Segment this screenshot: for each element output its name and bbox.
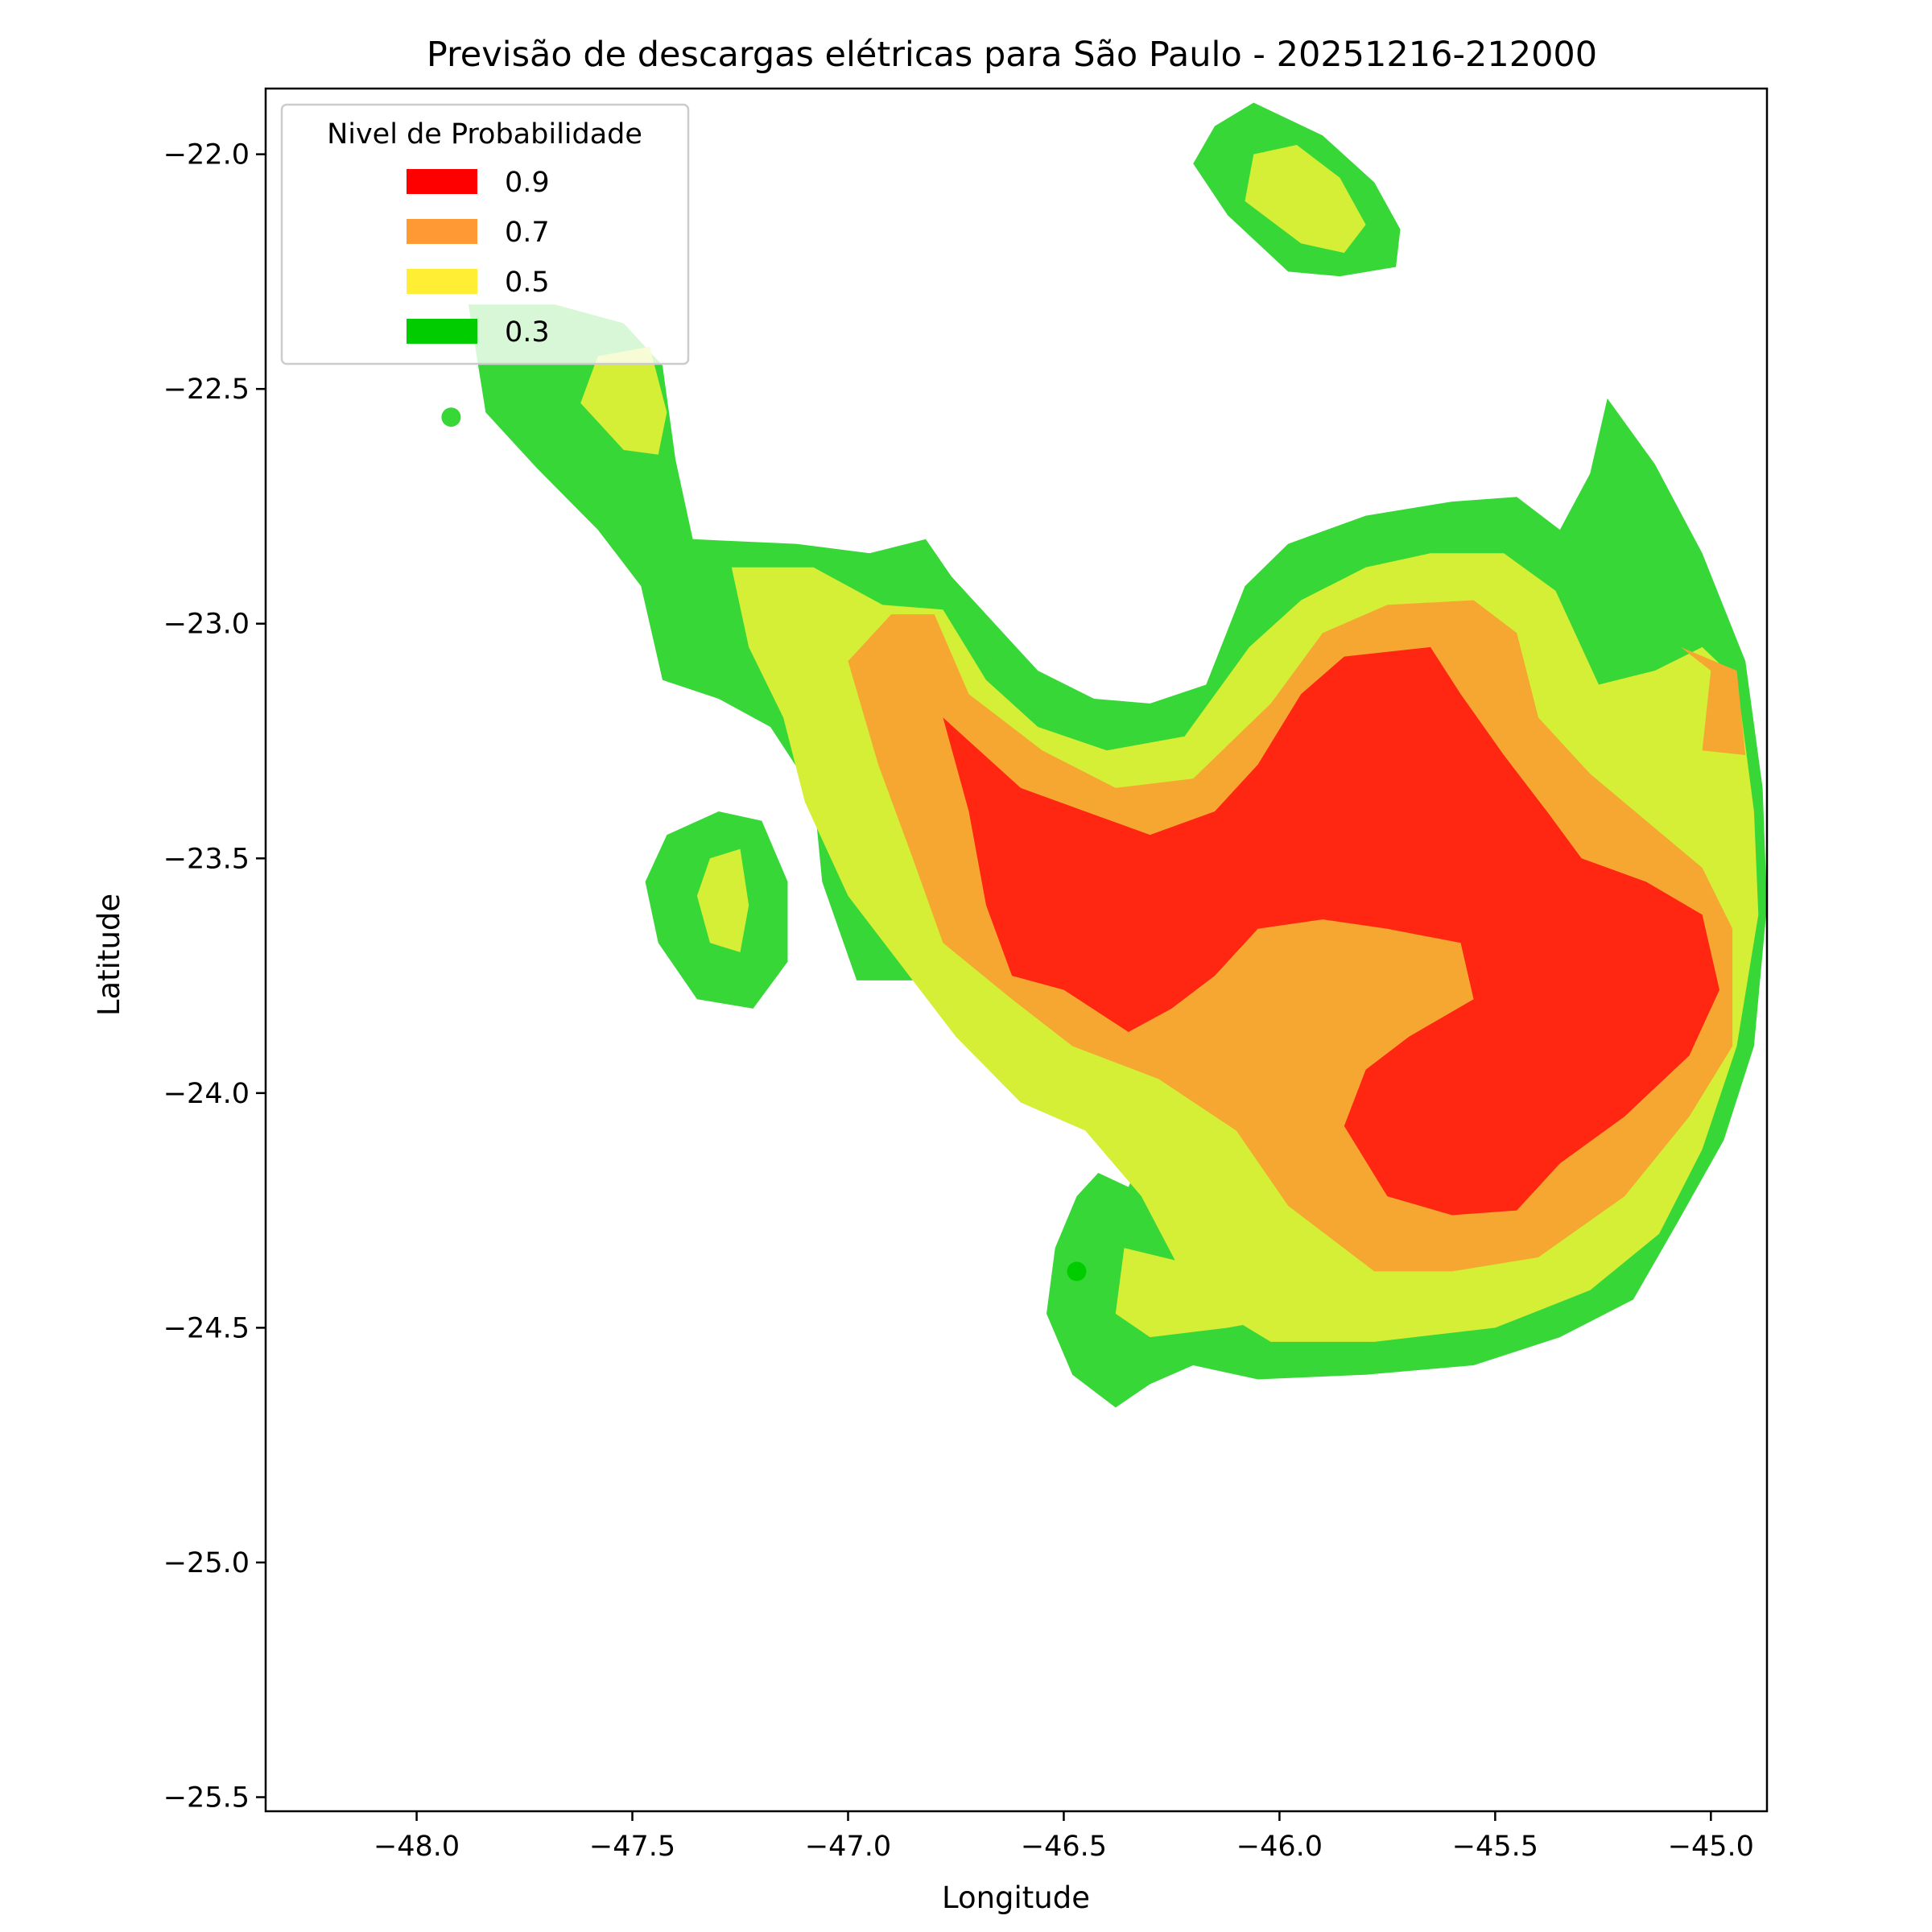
legend: Nivel de Probabilidade 0.9 0.7 0.5 0.3	[280, 103, 690, 365]
y-tick-label: −23.0	[163, 609, 250, 641]
y-tick-label: −25.5	[163, 1782, 250, 1814]
x-tick-label: −47.5	[589, 1831, 675, 1863]
legend-label: 0.3	[505, 316, 550, 349]
x-tick-label: −46.5	[1021, 1831, 1107, 1863]
x-tick-label: −47.0	[805, 1831, 891, 1863]
x-tick-label: −48.0	[374, 1831, 460, 1863]
y-tick-label: −24.5	[163, 1312, 250, 1344]
legend-label: 0.5	[505, 266, 550, 299]
region-level-05-3	[696, 848, 749, 952]
probability-regions	[468, 102, 1767, 1408]
x-axis-label: Longitude	[942, 1880, 1090, 1915]
point-1	[1209, 919, 1229, 939]
x-tick-label: −45.0	[1668, 1831, 1754, 1863]
y-axis-label: Latitude	[92, 894, 126, 1016]
legend-entries: 0.9 0.7 0.5 0.3	[407, 167, 550, 349]
legend-label: 0.7	[505, 217, 550, 249]
legend-label: 0.9	[505, 167, 550, 199]
x-axis-ticks: −48.0 −47.5 −47.0 −46.5 −46.0 −45.5 −45.0	[374, 1811, 1754, 1863]
y-tick-label: −23.5	[163, 843, 250, 875]
x-tick-label: −45.5	[1452, 1831, 1538, 1863]
y-tick-label: −22.5	[163, 374, 250, 406]
point-0	[441, 407, 461, 427]
region-level-05-4	[1115, 1248, 1280, 1338]
y-axis-ticks: −22.0 −22.5 −23.0 −23.5 −24.0 −24.5 −25.0 −25.5	[163, 139, 266, 1814]
y-tick-label: −25.0	[163, 1547, 250, 1579]
region-level-05-1	[580, 346, 667, 455]
chart-title: Previsão de descargas elétricas para São…	[427, 35, 1597, 75]
observation-points	[441, 407, 1229, 1282]
legend-swatch	[407, 269, 477, 294]
legend-box	[280, 103, 690, 365]
y-tick-label: −22.0	[163, 139, 250, 171]
point-2	[1101, 1191, 1121, 1211]
legend-swatch	[407, 319, 477, 344]
region-level-07-1	[1680, 646, 1746, 755]
legend-swatch	[407, 219, 477, 244]
y-tick-label: −24.0	[163, 1078, 250, 1110]
legend-swatch	[407, 169, 477, 194]
x-tick-label: −46.0	[1236, 1831, 1323, 1863]
region-level-09-0	[943, 646, 1719, 1216]
plot-frame	[264, 87, 1769, 1813]
point-3	[1067, 1261, 1087, 1282]
region-level-05-2	[1245, 145, 1366, 254]
legend-title: Nivel de Probabilidade	[327, 118, 642, 151]
